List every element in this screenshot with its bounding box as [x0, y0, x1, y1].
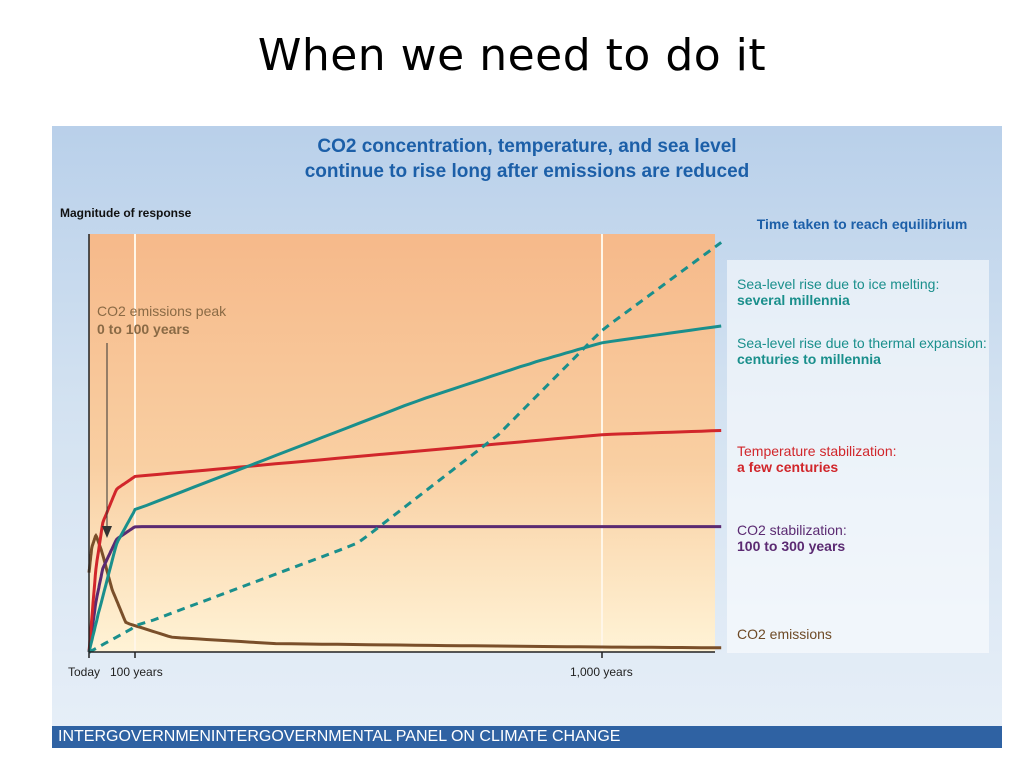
y-axis-label: Magnitude of response: [60, 206, 192, 220]
legend-item-thermal-expansion: Sea-level rise due to thermal expansion:…: [737, 335, 987, 367]
annotation-sublabel: 0 to 100 years: [97, 321, 190, 337]
legend-detail: 100 to 300 years: [737, 538, 846, 554]
legend-label: Sea-level rise due to ice melting: [737, 276, 936, 292]
series-line-0: [87, 241, 723, 654]
chart-title-line-2: continue to rise long after emissions ar…: [304, 161, 750, 182]
legend-item-co2-emissions: CO2 emissions: [737, 626, 832, 642]
plot-area: [89, 234, 715, 652]
legend-detail: a few centuries: [737, 459, 839, 475]
series-line-1: [87, 324, 722, 653]
annotation-arrow-head: [102, 526, 112, 538]
footer-bar: INTERGOVERNMENINTERGOVERNMENTAL PANEL ON…: [52, 726, 1002, 748]
series-line-3: [87, 525, 722, 653]
legend-label: CO2 stabilization: [737, 522, 843, 538]
x-tick-label-0: Today: [68, 665, 100, 679]
legend-detail: centuries to millennia: [737, 351, 881, 367]
x-tick-label-1: 100 years: [110, 665, 163, 679]
legend-label: Sea-level rise due to thermal expansion: [737, 335, 983, 351]
chart-title-line-1: CO2 concentration, temperature, and sea …: [317, 136, 737, 157]
x-tick-label-2: 1,000 years: [570, 665, 633, 679]
legend-item-co2-stabilization: CO2 stabilization: 100 to 300 years: [737, 522, 847, 554]
legend-detail: several millennia: [737, 292, 850, 308]
legend-title: Time taken to reach equilibrium: [756, 216, 968, 232]
annotation-label: CO2 emissions peak: [97, 303, 227, 319]
chart-svg: Today 100 years 1,000 years CO2 emissions …: [68, 234, 723, 679]
slide-title: When we need to do it: [257, 30, 767, 81]
legend-item-ice-melting: Sea-level rise due to ice melting: sever…: [737, 276, 940, 308]
legend-item-temperature: Temperature stabilization: a few centuri…: [737, 443, 897, 475]
figure-panel: CO2 concentration, temperature, and sea …: [52, 126, 1002, 748]
series-line-4: [87, 532, 722, 650]
series-line-2: [87, 429, 722, 653]
legend-label: Temperature stabilization: [737, 443, 893, 459]
legend-label: CO2 emissions: [737, 626, 832, 642]
legend-box: [727, 260, 989, 653]
